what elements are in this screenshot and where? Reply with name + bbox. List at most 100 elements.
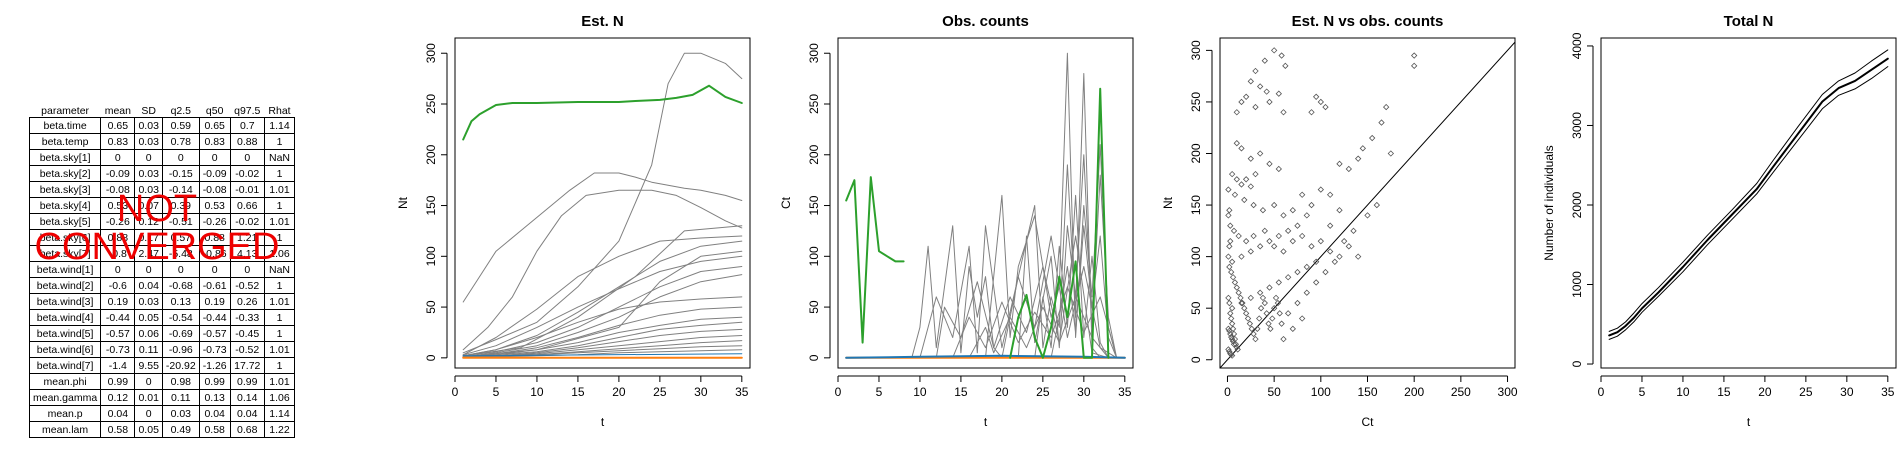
table-cell: 0.05 [134, 309, 163, 326]
scatter-point [1246, 320, 1254, 327]
scatter-point [1359, 145, 1366, 152]
y-tick-label: 200 [424, 144, 438, 164]
y-tick-label: 300 [424, 43, 438, 63]
plot-frame [1219, 37, 1516, 369]
chart-title: Obs. counts [942, 13, 1029, 30]
scatter-point [1238, 181, 1245, 188]
table-cell: beta.wind[5] [28, 325, 102, 342]
series-line-gray-6 [462, 255, 743, 356]
x-tick-label: 30 [1077, 385, 1091, 399]
x-tick-label: 10 [1676, 385, 1690, 399]
scatter-point [1252, 335, 1259, 343]
table-cell: -0.68 [161, 277, 200, 294]
x-tick-label: 0 [452, 385, 459, 399]
scatter-point [1278, 52, 1285, 59]
table-cell: 0.66 [229, 197, 265, 214]
y-tick-label: 300 [1189, 40, 1203, 60]
scatter-point [1284, 227, 1292, 235]
y-tick-label: 50 [1189, 301, 1203, 315]
y-tick-label: 0 [807, 354, 821, 361]
scatter-point [1275, 279, 1282, 286]
plot-frame [837, 37, 1134, 369]
x-tick-label: 200 [1404, 385, 1424, 399]
series-line-black-0 [1608, 57, 1889, 337]
table-row: beta.wind[7] -1.4 9.55 -20.92 -1.26 17.72 1 [28, 357, 296, 374]
chart-title: Total N [1724, 13, 1774, 30]
scatter-point [1228, 320, 1236, 327]
scatter-point [1289, 237, 1296, 245]
y-tick-label: 150 [424, 195, 438, 215]
scatter-point [1263, 310, 1270, 317]
y-axis-label: Ct [779, 196, 793, 209]
y-tick-label: 0 [1189, 356, 1203, 363]
scatter-point [1275, 90, 1282, 97]
scatter-point [1303, 212, 1310, 219]
chart-panel-3: Est. N vs obs. counts Ct Nt 0 50 100 150 200 250… [1161, 13, 1518, 429]
table-cell: 0.05 [134, 421, 163, 438]
scatter-point [1411, 62, 1418, 70]
scatter-point [1227, 330, 1234, 338]
table-cell: -20.92 [161, 357, 200, 374]
table-cell: 0.03 [134, 165, 163, 182]
y-tick-label: 200 [1189, 143, 1203, 163]
table-cell: 17.72 [229, 357, 265, 374]
series-line-gray-3 [462, 189, 743, 351]
scatter-point [1265, 320, 1272, 327]
scatter-point [1280, 212, 1287, 219]
scatter-point [1242, 176, 1250, 183]
scatter-point [1233, 140, 1240, 147]
x-tick-label: 15 [571, 385, 585, 399]
table-header-row: parameter mean SD q2.5 q50 q97.5 Rhat [30, 105, 295, 118]
series-line-gray-2 [911, 225, 1003, 359]
table-cell: 1 [263, 277, 296, 294]
table-row: mean.phi 0.99 0 0.98 0.99 0.99 1.01 [28, 373, 296, 390]
series-line-gray-2 [462, 172, 743, 303]
table-cell: 0.26 [229, 293, 265, 310]
scatter-point [1254, 325, 1261, 332]
y-tick-label: 0 [1570, 360, 1584, 367]
scatter-point [1247, 155, 1254, 162]
table-cell: beta.sky[7] [28, 245, 102, 262]
table-row: beta.sky[2] -0.09 0.03 -0.15 -0.09 -0.02 1 [28, 165, 296, 182]
plot-data [1608, 49, 1889, 340]
scatter-point [1308, 109, 1315, 116]
scatter-point [1230, 227, 1238, 235]
series-line-gray-1 [462, 52, 743, 354]
scatter-point [1322, 268, 1329, 276]
scatter-point [1233, 109, 1240, 116]
x-tick-label: 5 [1639, 385, 1646, 399]
scatter-point [1228, 170, 1236, 178]
y-tick-label: 300 [807, 43, 821, 63]
series-line-gray-5 [1001, 73, 1109, 359]
scatter-point [1259, 207, 1267, 214]
scatter-point [1289, 325, 1296, 332]
scatter-point [1225, 212, 1232, 219]
x-tick-label: 35 [735, 385, 749, 399]
table-cell: 0.99 [198, 373, 231, 390]
table-cell: 0.07 [134, 197, 163, 214]
table-cell: mean.lam [28, 421, 102, 438]
chart-panel-1: Est. N t Nt 0 5 10 15 20 25 30 35 0 50 100 150 200 250 30… [396, 13, 751, 429]
scatter-point [1233, 344, 1240, 351]
scatter-point [1228, 333, 1235, 341]
table-row: beta.wind[1] 0 0 0 0 0 NaN [28, 261, 296, 278]
scatter-point [1369, 134, 1376, 142]
table-row: beta.sky[5] -0.26 0.12 -0.51 -0.26 -0.02 1.01 [28, 213, 296, 230]
scatter-point [1225, 346, 1232, 353]
scatter-point [1242, 237, 1250, 245]
plot-data [1220, 41, 1515, 368]
x-tick-label: 0 [835, 385, 842, 399]
table-cell: beta.wind[4] [28, 309, 102, 326]
y-tick-label: 150 [807, 195, 821, 215]
y-tick-label: 3000 [1570, 112, 1584, 139]
scatter-point [1345, 243, 1352, 250]
scatter-point [1354, 155, 1362, 162]
series-line-black-1 [1608, 66, 1889, 340]
x-tick-label: 5 [876, 385, 883, 399]
x-tick-label: 30 [694, 385, 708, 399]
table-cell: -0.57 [100, 325, 136, 342]
scatter-point [1226, 243, 1233, 250]
table-cell: beta.wind[6] [28, 341, 102, 358]
scatter-point [1266, 237, 1273, 245]
